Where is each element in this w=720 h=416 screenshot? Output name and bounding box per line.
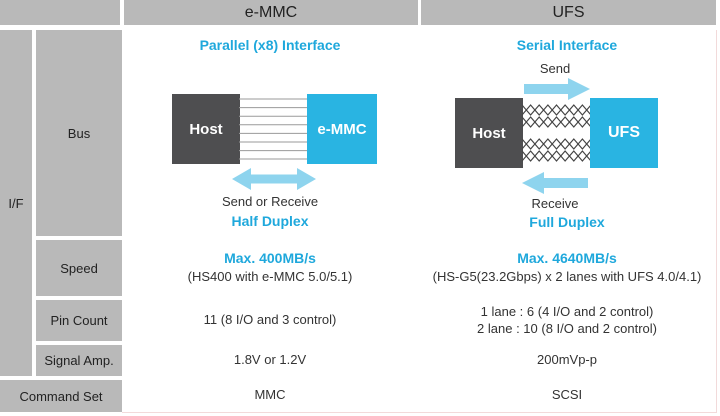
row-label-signal-amp: Signal Amp. [36,345,122,376]
row-label-pin-count: Pin Count [36,300,122,341]
emmc-device-label: e-MMC [317,120,367,138]
bus-cell-ufs: Serial Interface Send Host UFS [418,30,717,238]
parallel-lines-icon [239,98,308,160]
header-corner-cell [0,0,120,25]
row-label-bus: Bus [36,30,122,236]
emmc-interface-title: Parallel (x8) Interface [199,37,341,53]
emmc-command-set: MMC [254,387,286,402]
emmc-pin-count: 11 (8 I/O and 3 control) [203,312,337,327]
speed-cell-emmc: Max. 400MB/s (HS400 with e-MMC 5.0/5.1) [122,237,419,298]
ufs-interface-title: Serial Interface [516,37,618,53]
ufs-device-box: UFS [590,98,658,168]
emmc-speed-detail: (HS400 with e-MMC 5.0/5.1) [187,269,353,284]
row-label-speed: Speed [36,240,122,296]
row-label-interface: I/F [0,30,32,376]
signal-amp-cell-emmc: 1.8V or 1.2V [122,342,419,378]
emmc-device-box: e-MMC [307,94,377,164]
header-ufs: UFS [421,0,716,25]
header-emmc: e-MMC [124,0,418,25]
bus-cell-emmc: Parallel (x8) Interface Host e-MMC Send … [122,30,419,238]
command-set-cell-emmc: MMC [122,377,419,413]
pin-count-cell-emmc: 11 (8 I/O and 3 control) [122,297,419,343]
emmc-duplex-label: Half Duplex [231,213,309,229]
emmc-signal-amp: 1.8V or 1.2V [233,352,307,367]
ufs-pin-count-line1: 1 lane : 6 (4 I/O and 2 control) [480,303,654,319]
twisted-pair-lines-icon [522,104,591,162]
ufs-speed-detail: (HS-G5(23.2Gbps) x 2 lanes with UFS 4.0/… [432,269,702,284]
double-arrow-icon [232,168,316,190]
ufs-pin-count-line2: 2 lane : 10 (8 I/O and 2 control) [477,320,657,336]
send-arrow-icon [524,78,590,100]
receive-arrow-icon [522,172,588,194]
ufs-speed-main: Max. 4640MB/s [517,250,617,266]
emmc-speed-main: Max. 400MB/s [224,250,316,266]
emmc-host-box: Host [172,94,240,164]
ufs-signal-amp: 200mVp-p [537,352,597,367]
row-label-command-set: Command Set [0,380,122,412]
ufs-command-set: SCSI [551,387,583,402]
pin-count-cell-ufs: 1 lane : 6 (4 I/O and 2 control) 2 lane … [418,297,717,343]
ufs-duplex-label: Full Duplex [529,214,605,230]
ufs-receive-label: Receive [531,196,579,211]
ufs-host-label: Host [472,124,506,142]
ufs-device-label: UFS [608,124,640,141]
emmc-arrow-caption: Send or Receive [221,194,319,209]
ufs-host-box: Host [455,98,523,168]
command-set-cell-ufs: SCSI [418,377,717,413]
emmc-host-label: Host [189,120,223,138]
speed-cell-ufs: Max. 4640MB/s (HS-G5(23.2Gbps) x 2 lanes… [418,237,717,298]
ufs-send-label: Send [539,61,571,76]
signal-amp-cell-ufs: 200mVp-p [418,342,717,378]
